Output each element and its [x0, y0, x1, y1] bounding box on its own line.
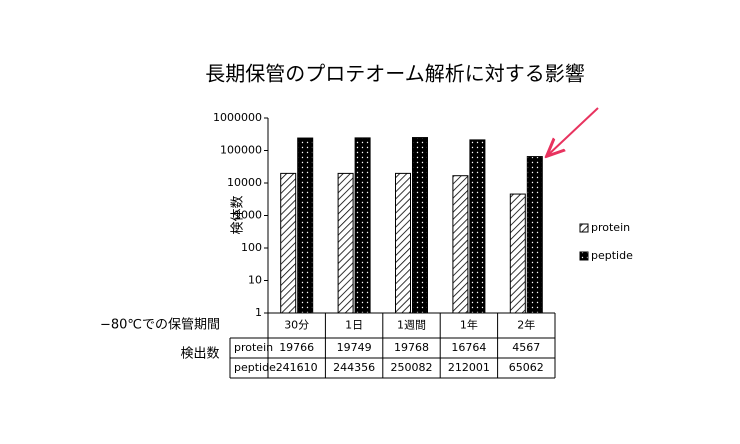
table-cell: 19749 [337, 341, 372, 354]
table-cell: 212001 [448, 361, 490, 374]
arrow [548, 107, 599, 155]
x-tick-label: 1週間 [397, 319, 426, 332]
table-cell: 4567 [512, 341, 540, 354]
legend-swatch [579, 251, 589, 261]
table-row-label: peptide [234, 361, 276, 374]
y-tick-label: 1000 [234, 209, 262, 222]
bar [452, 175, 469, 314]
table-cell: 250082 [391, 361, 433, 374]
table-side-label: 検出数 [180, 347, 219, 362]
bar [469, 139, 486, 314]
bar [509, 193, 526, 314]
y-tick-label: 1 [255, 306, 262, 319]
legend-label: peptide [591, 249, 633, 262]
bar [354, 137, 371, 314]
bar [337, 172, 354, 314]
table-cell: 16764 [451, 341, 486, 354]
table-cell: 19766 [279, 341, 314, 354]
bar [395, 172, 411, 314]
table-header-label: −80℃での保管期間 [100, 318, 220, 333]
table-row-label: protein [234, 341, 273, 354]
bar [297, 137, 314, 314]
bar [280, 172, 297, 314]
y-axis-label: 検体数 [231, 195, 246, 234]
y-tick-label: 10000 [227, 176, 262, 189]
table-cell: 241610 [276, 361, 318, 374]
table-cell: 244356 [333, 361, 375, 374]
x-tick-label: 2年 [517, 318, 535, 332]
y-tick-label: 100 [241, 241, 262, 254]
legend-swatch [579, 223, 589, 233]
x-tick-label: 30分 [284, 319, 309, 332]
bar [412, 137, 428, 314]
y-tick-label: 10 [248, 274, 262, 287]
legend-label: protein [591, 221, 630, 234]
table-cell: 19768 [394, 341, 429, 354]
table-cell: 65062 [509, 361, 544, 374]
chart-title: 長期保管のプロテオーム解析に対する影響 [205, 62, 584, 86]
y-tick-label: 100000 [220, 144, 262, 157]
x-tick-label: 1日 [345, 319, 363, 332]
bar [526, 156, 543, 314]
x-tick-label: 1年 [460, 318, 478, 332]
y-tick-label: 1000000 [213, 111, 262, 124]
